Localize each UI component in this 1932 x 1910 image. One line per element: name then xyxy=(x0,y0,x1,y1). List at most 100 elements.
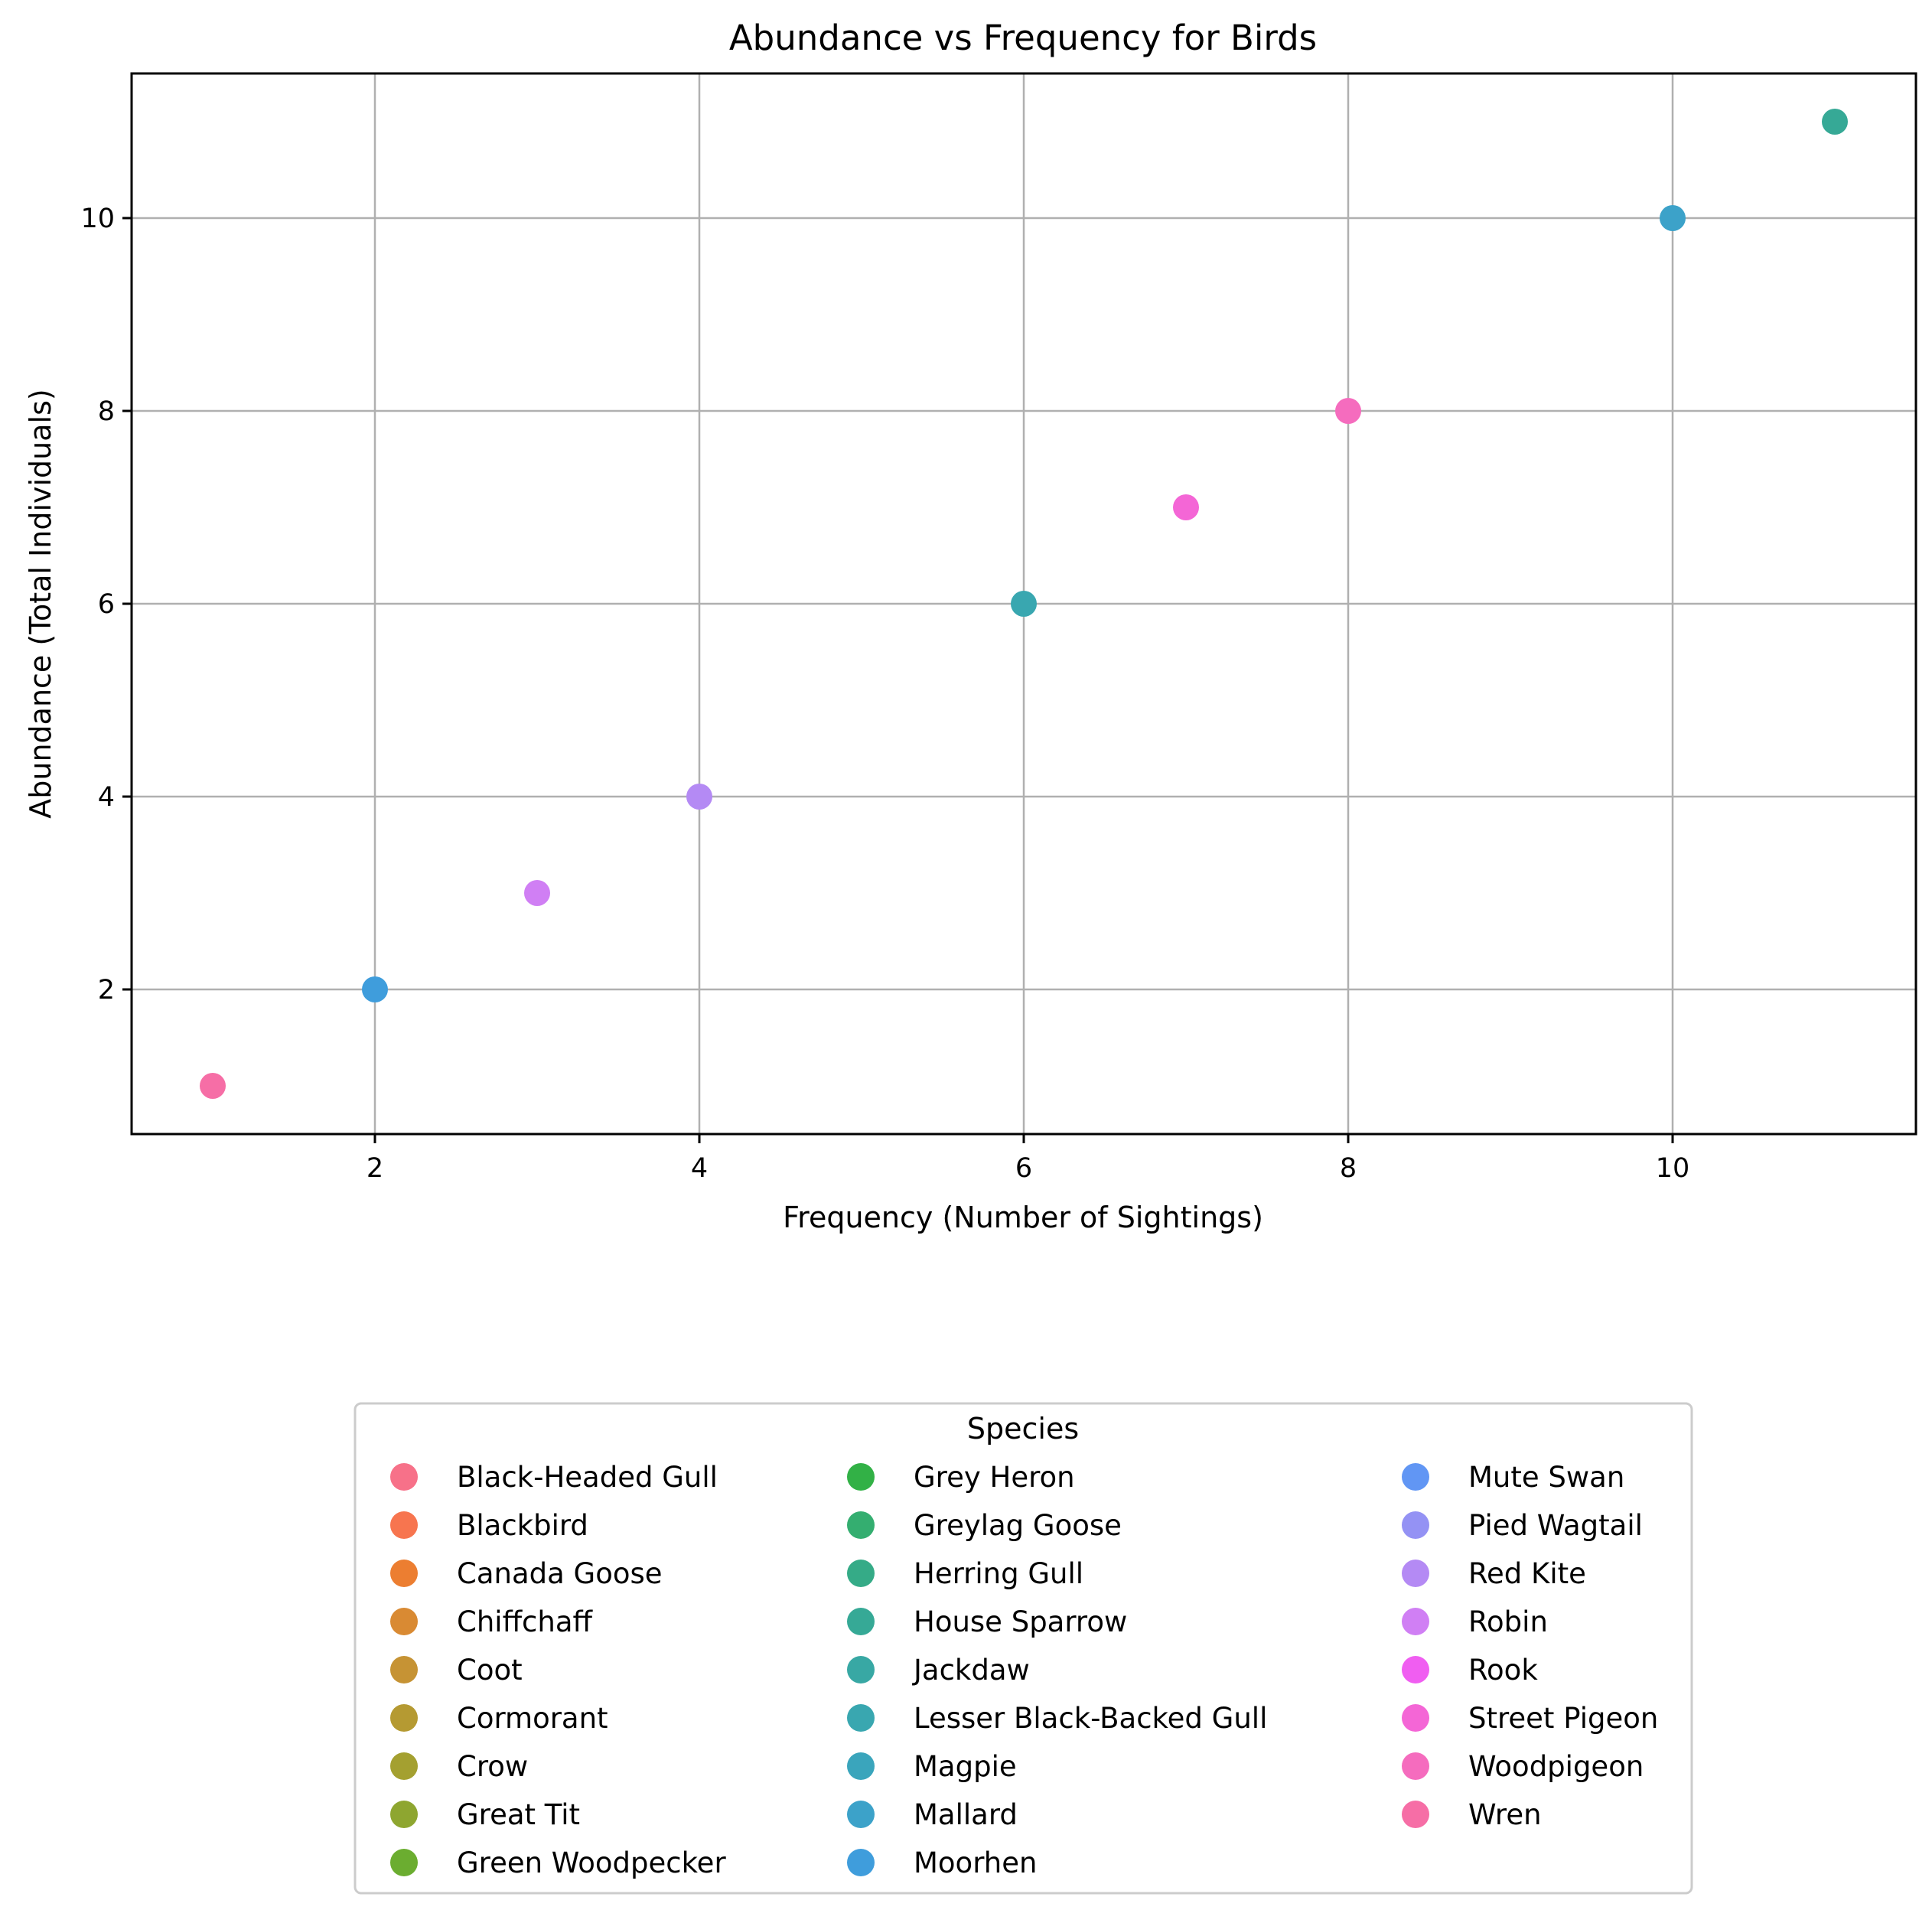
x-axis-label: Frequency (Number of Sightings) xyxy=(783,1201,1263,1234)
legend-label: Crow xyxy=(457,1750,528,1783)
legend-marker xyxy=(847,1704,875,1732)
legend-marker xyxy=(390,1560,418,1587)
y-tick-label: 2 xyxy=(98,975,115,1006)
legend-marker xyxy=(1402,1704,1429,1732)
legend-label: Woodpigeon xyxy=(1468,1750,1644,1783)
legend-box xyxy=(353,1402,1693,1895)
legend-item: Pied Wagtail xyxy=(1402,1509,1643,1542)
data-point xyxy=(524,880,550,906)
legend-item: Black-Headed Gull xyxy=(390,1461,718,1494)
legend-label: Jackdaw xyxy=(912,1654,1030,1687)
legend-label: Black-Headed Gull xyxy=(457,1461,718,1494)
legend-label: Herring Gull xyxy=(914,1557,1083,1590)
legend-marker xyxy=(1402,1560,1429,1587)
legend-item: Crow xyxy=(390,1750,528,1783)
legend-label: Coot xyxy=(457,1654,523,1687)
legend-item: Blackbird xyxy=(390,1509,588,1542)
data-point xyxy=(362,976,388,1002)
data-point xyxy=(1822,109,1848,135)
legend-item: Rook xyxy=(1402,1654,1538,1687)
legend-label: Lesser Black-Backed Gull xyxy=(914,1702,1267,1735)
data-point xyxy=(1335,398,1361,424)
legend-marker xyxy=(390,1752,418,1780)
legend-marker xyxy=(847,1511,875,1539)
x-tick-label: 8 xyxy=(1340,1153,1357,1184)
legend-label: Street Pigeon xyxy=(1468,1702,1658,1735)
x-tick-label: 4 xyxy=(691,1153,708,1184)
legend-label: Grey Heron xyxy=(914,1461,1075,1494)
data-point xyxy=(686,784,712,810)
legend-item: Grey Heron xyxy=(847,1461,1075,1494)
legend-label: Great Tit xyxy=(457,1798,580,1831)
x-tick-label: 6 xyxy=(1015,1153,1032,1184)
legend-item: Coot xyxy=(390,1654,523,1687)
legend-marker xyxy=(1402,1801,1429,1828)
legend-item: Great Tit xyxy=(390,1798,580,1831)
legend-item: Mute Swan xyxy=(1402,1461,1624,1494)
legend-item: Jackdaw xyxy=(847,1654,1030,1687)
data-point xyxy=(1011,591,1037,617)
legend-item: Robin xyxy=(1402,1605,1548,1638)
legend-marker xyxy=(390,1656,418,1683)
legend-item: Moorhen xyxy=(847,1846,1037,1879)
legend-label: Green Woodpecker xyxy=(457,1846,726,1879)
legend-label: Cormorant xyxy=(457,1702,608,1735)
y-tick-label: 8 xyxy=(98,396,115,427)
y-axis-label: Abundance (Total Individuals) xyxy=(24,389,57,818)
legend-label: Moorhen xyxy=(914,1846,1037,1879)
x-axis-ticks: 2 4 6 8 10 xyxy=(367,1134,1689,1184)
y-tick-label: 6 xyxy=(98,589,115,620)
legend-marker xyxy=(390,1608,418,1635)
data-point xyxy=(1660,205,1686,231)
y-tick-label: 10 xyxy=(80,204,115,234)
legend-label: Wren xyxy=(1468,1798,1542,1831)
legend-title: Species xyxy=(967,1412,1079,1446)
legend-marker xyxy=(847,1463,875,1491)
legend-item: House Sparrow xyxy=(847,1605,1127,1638)
legend-marker xyxy=(390,1463,418,1491)
legend-marker xyxy=(1402,1608,1429,1635)
legend-item: Canada Goose xyxy=(390,1557,663,1590)
legend-marker xyxy=(390,1704,418,1732)
legend-item: Herring Gull xyxy=(847,1557,1083,1590)
data-point xyxy=(1173,494,1199,520)
legend-label: Mute Swan xyxy=(1468,1461,1624,1494)
y-tick-label: 4 xyxy=(98,782,115,813)
legend-marker xyxy=(847,1608,875,1635)
legend: Species Black-Headed Gull Blackbird Canada… xyxy=(353,1402,1693,1895)
legend-item: Green Woodpecker xyxy=(390,1846,726,1879)
chart-title: Abundance vs Frequency for Birds xyxy=(729,18,1317,58)
legend-label: Rook xyxy=(1468,1654,1538,1687)
legend-label: Magpie xyxy=(914,1750,1017,1783)
legend-entries: Black-Headed Gull Blackbird Canada Goose Ch… xyxy=(390,1461,1658,1879)
legend-item: Mallard xyxy=(847,1798,1018,1831)
legend-label: Blackbird xyxy=(457,1509,588,1542)
x-tick-label: 2 xyxy=(367,1153,383,1184)
legend-item: Street Pigeon xyxy=(1402,1702,1658,1735)
legend-item: Wren xyxy=(1402,1798,1542,1831)
legend-label: Greylag Goose xyxy=(914,1509,1122,1542)
legend-marker xyxy=(847,1801,875,1828)
legend-label: House Sparrow xyxy=(914,1605,1127,1638)
legend-marker xyxy=(1402,1656,1429,1683)
legend-item: Lesser Black-Backed Gull xyxy=(847,1702,1267,1735)
legend-item: Woodpigeon xyxy=(1402,1750,1644,1783)
y-axis-ticks: 2 4 6 8 10 xyxy=(80,204,132,1006)
legend-marker xyxy=(847,1849,875,1876)
legend-marker xyxy=(847,1752,875,1780)
legend-marker xyxy=(847,1656,875,1683)
x-tick-label: 10 xyxy=(1656,1153,1690,1184)
legend-item: Magpie xyxy=(847,1750,1017,1783)
grid-lines xyxy=(132,73,1916,1134)
legend-marker xyxy=(390,1511,418,1539)
legend-item: Red Kite xyxy=(1402,1557,1586,1590)
legend-marker xyxy=(1402,1752,1429,1780)
legend-label: Mallard xyxy=(914,1798,1018,1831)
legend-label: Canada Goose xyxy=(457,1557,663,1590)
legend-label: Red Kite xyxy=(1468,1557,1586,1590)
legend-marker xyxy=(1402,1463,1429,1491)
legend-marker xyxy=(390,1849,418,1876)
data-point xyxy=(200,1073,226,1099)
legend-item: Chiffchaff xyxy=(390,1605,594,1638)
